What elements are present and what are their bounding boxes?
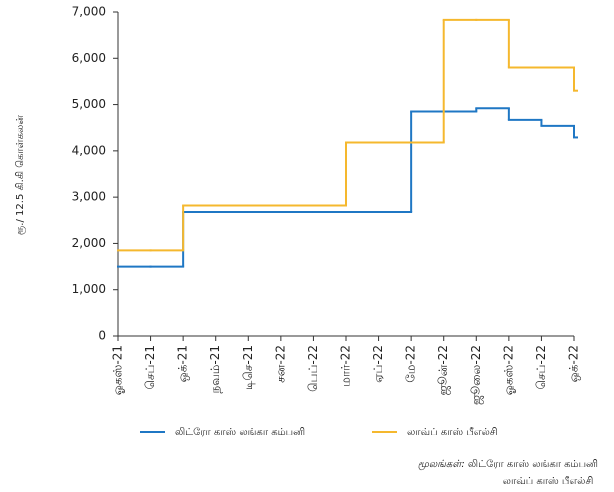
y-tick-label: 7,000	[72, 5, 106, 19]
y-tick-label: 0	[98, 329, 106, 343]
source-label: மூலங்கள்:	[418, 459, 465, 471]
legend-label: லாவ்ப் காஸ் பீஎல்சி	[407, 427, 498, 438]
y-tick-label: 5,000	[72, 97, 106, 111]
x-tick-label: பெப்-22	[306, 345, 320, 392]
source-name: லிட்ரோ காஸ் லங்கா கம்பனி	[468, 459, 598, 470]
x-tick-label: நவம்-21	[208, 345, 222, 393]
source-name: லாவ்ப் காஸ் பீஎல்சி	[503, 476, 594, 487]
x-tick-label: ஏப்-22	[371, 345, 385, 383]
x-tick-label: ஓகஸ்-22	[501, 345, 515, 395]
x-tick-label: ஒக்-21	[176, 345, 190, 382]
x-tick-label: ஜூலை-22	[469, 345, 484, 405]
y-axis-label: ரூ./ 12.5 கி.கி கொள்கலன்	[15, 115, 26, 235]
y-tick-label: 4,000	[72, 143, 106, 157]
source-line: மூலங்கள்: லிட்ரோ காஸ் லங்கா கம்பனி	[418, 459, 598, 471]
legend-label: லிட்ரோ காஸ் லங்கா கம்பனி	[175, 427, 305, 438]
y-tick-label: 3,000	[72, 190, 106, 204]
x-tick-label: சன-22	[273, 345, 287, 383]
x-tick-label: செப்-21	[143, 345, 157, 390]
x-tick-label: ஓகஸ்-21	[111, 345, 125, 395]
x-tick-label: ஒக்-22	[567, 345, 581, 382]
y-tick-label: 1,000	[72, 282, 106, 296]
x-tick-label: மே-22	[404, 345, 418, 383]
x-tick-label: ஜூன்-22	[436, 345, 451, 395]
x-tick-label: மார்-22	[339, 345, 353, 387]
x-tick-label: செப்-22	[534, 345, 548, 390]
x-tick-label: டிசெ-21	[241, 345, 255, 390]
y-tick-label: 2,000	[72, 236, 106, 250]
y-tick-label: 6,000	[72, 51, 106, 65]
